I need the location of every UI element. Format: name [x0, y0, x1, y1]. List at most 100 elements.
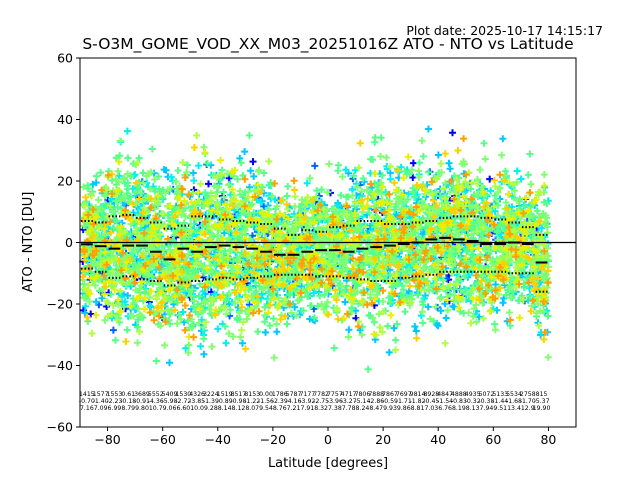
bin-stat-sd: 19.90: [533, 405, 551, 412]
bin-stat-count: 1519: [217, 391, 233, 398]
bin-stat-count: 4888: [451, 391, 467, 398]
bin-stat-sd: 8.24: [356, 405, 370, 412]
bin-stat-mean: -1.54: [437, 398, 453, 405]
x-tick-label: −80: [94, 432, 120, 447]
bin-stat-mean: -3.96: [327, 398, 343, 405]
bin-stat-count: 8517: [231, 391, 247, 398]
y-tick-label: 60: [57, 51, 73, 66]
bin-stat-sd: 13.4: [507, 405, 521, 412]
bin-stat-count: 1786: [272, 391, 288, 398]
bin-stat-sd: 8.13: [466, 405, 480, 412]
bin-stat-count: 7697: [396, 391, 412, 398]
bin-stat-sd: 7.91: [300, 405, 314, 412]
bin-stat-count: 7888: [368, 391, 384, 398]
x-axis-label: Latitude [degrees]: [268, 456, 388, 471]
bin-stat-mean: -1.56: [258, 398, 274, 405]
bin-stat-count: 5072: [479, 391, 495, 398]
bin-stat-mean: -0.70: [79, 398, 95, 405]
bin-stat-mean: -1.39: [203, 398, 219, 405]
bin-stat-mean: -1.68: [506, 398, 522, 405]
bin-stat-sd: 10.0: [190, 405, 204, 412]
bin-statistics: 1415-0.707.16 1577-1.407.09 1553-2.236.99 0…: [79, 391, 551, 412]
bin-stat-sd: 9.86: [397, 405, 411, 412]
bin-stat-mean: -2.39: [272, 398, 288, 405]
y-axis-label: ATO - NTO [DU]: [21, 192, 36, 293]
bin-stat-count: 815: [536, 391, 548, 398]
bin-stat-sd: 8.19: [452, 405, 466, 412]
bin-stat-sd: 9.06: [163, 405, 177, 412]
bin-stat-sd: 8.76: [273, 405, 287, 412]
bin-stat-count: 1415: [79, 391, 95, 398]
bin-stat-mean: -0.18: [120, 398, 136, 405]
bin-stat-sd: 6.76: [438, 405, 452, 412]
bin-stat-sd: 10.7: [149, 405, 163, 412]
bin-stat-sd: 8.81: [411, 405, 425, 412]
bin-stat-mean: -0.32: [465, 398, 481, 405]
bin-stat-count: 7177: [299, 391, 315, 398]
bin-stat-sd: 8.79: [121, 405, 135, 412]
bin-stat-mean: -0.38: [478, 398, 494, 405]
bin-stat-mean: -3.92: [299, 398, 315, 405]
bin-stat-count: 4326: [189, 391, 205, 398]
y-tick-label: −40: [47, 358, 73, 373]
bin-stat-count: 0.00: [259, 391, 273, 398]
bin-stat-sd: 6.99: [108, 405, 122, 412]
bin-stat-count: 2758: [520, 391, 536, 398]
bin-stat-sd: 8.12: [232, 405, 246, 412]
bin-stat-count: 0.61: [121, 391, 135, 398]
x-tick-label: −60: [149, 432, 175, 447]
bin-stat-mean: -1.40: [93, 398, 109, 405]
bin-stat-count: 8153: [244, 391, 260, 398]
bin-stat-sd: 9.93: [383, 405, 397, 412]
x-axis-ticks: −80 −60 −40 −20 0 20 40 60 80: [94, 427, 556, 447]
bin-stat-sd: 7.78: [342, 405, 356, 412]
bin-stat-sd: 9.51: [493, 405, 507, 412]
bin-stat-count: 1530: [175, 391, 191, 398]
bin-stat-count: 5787: [286, 391, 302, 398]
bin-stat-sd: 7.09: [94, 405, 108, 412]
y-tick-label: 0: [65, 235, 73, 250]
chart-title: S-O3M_GOME_VOD_XX_M03_20251016Z ATO - NT…: [82, 35, 573, 54]
x-tick-label: 40: [430, 432, 446, 447]
x-tick-label: −20: [260, 432, 286, 447]
bin-stat-sd: 9.54: [259, 405, 273, 412]
bin-stat-count: 1577: [93, 391, 109, 398]
y-tick-label: −20: [47, 297, 73, 312]
x-tick-label: 20: [375, 432, 391, 447]
bin-stat-count: 5534: [506, 391, 522, 398]
bin-stat-count: 7806: [355, 391, 371, 398]
bin-stat-sd: 8.47: [369, 405, 383, 412]
bin-stat-count: 7867: [382, 391, 398, 398]
bin-stat-count: 1553: [107, 391, 123, 398]
bin-stat-mean: -1.44: [492, 398, 508, 405]
bin-stat-count: 4717: [341, 391, 357, 398]
bin-stat-sd: 7.16: [80, 405, 94, 412]
x-tick-label: 80: [540, 432, 556, 447]
bin-stat-sd: 7.03: [424, 405, 438, 412]
bin-stat-mean: -1.82: [410, 398, 426, 405]
bin-stat-sd: 9.28: [204, 405, 218, 412]
bin-stat-sd: 9.80: [135, 405, 149, 412]
bin-stat-count: 7782: [313, 391, 329, 398]
bin-stat-sd: 8.07: [245, 405, 259, 412]
bin-stat-mean: -0.45: [423, 398, 439, 405]
bin-stat-mean: -1.22: [244, 398, 260, 405]
bin-stat-sd: 12.9: [521, 405, 535, 412]
bin-stat-count: 3224: [203, 391, 219, 398]
bin-stat-mean: -2.72: [175, 398, 191, 405]
y-axis-ticks: −60 −40 −20 0 20 40 60: [47, 51, 80, 435]
scatter-series: [80, 135, 552, 341]
bin-stat-mean: -5.37: [534, 398, 550, 405]
plot-date: Plot date: 2025-10-17 14:15:17: [406, 23, 603, 38]
bin-stat-mean: -3.27: [341, 398, 357, 405]
bin-stat-mean: -2.86: [368, 398, 384, 405]
bin-stat-sd: 7.94: [480, 405, 494, 412]
bin-stat-mean: -1.71: [396, 398, 412, 405]
bin-stat-count: 4847: [437, 391, 453, 398]
bin-stat-sd: 8.32: [314, 405, 328, 412]
bin-stat-count: 5409: [162, 391, 178, 398]
bin-stat-mean: -2.23: [106, 398, 122, 405]
y-tick-label: 20: [57, 174, 73, 189]
